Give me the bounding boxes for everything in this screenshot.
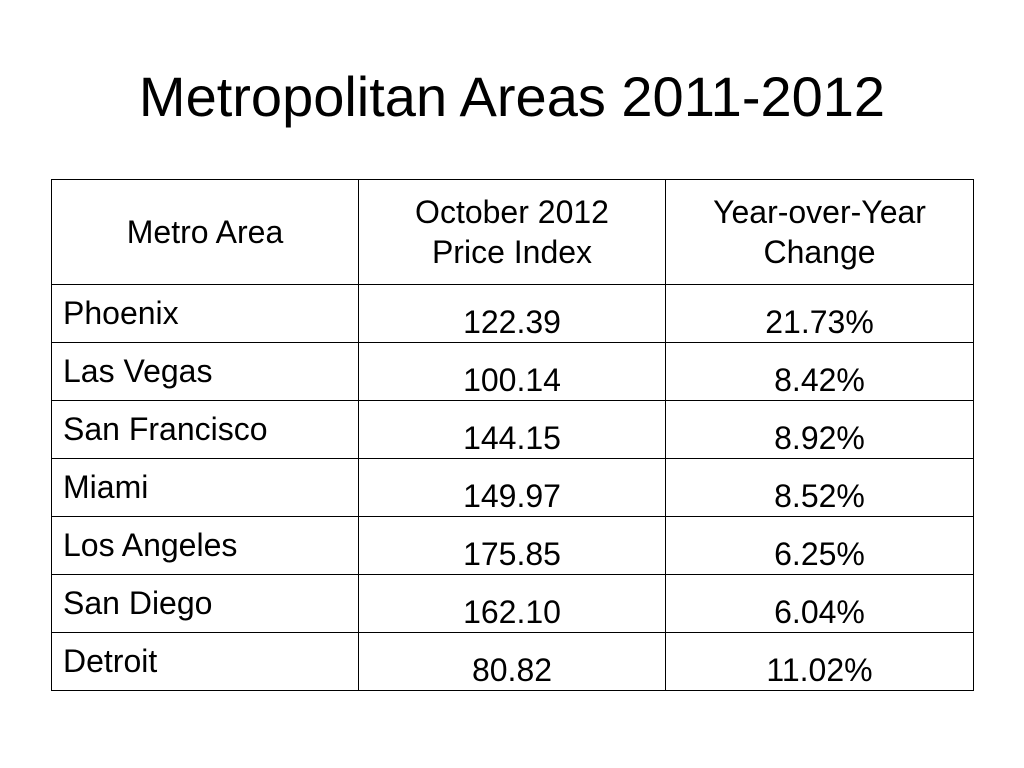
header-metro-area: Metro Area [51,179,359,285]
yoy-change-cell: 8.42% [665,342,974,401]
yoy-change-cell: 21.73% [665,284,974,343]
header-line: Year-over-Year [713,194,926,230]
header-yoy-change: Year-over-Year Change [665,179,974,285]
price-index-cell: 175.85 [358,516,666,575]
price-index-cell: 100.14 [358,342,666,401]
metro-area-cell: San Diego [51,574,359,633]
table-row: Detroit 80.82 11.02% [51,632,974,691]
yoy-change-cell: 8.92% [665,400,974,459]
yoy-change-cell: 8.52% [665,458,974,517]
price-index-cell: 149.97 [358,458,666,517]
price-index-cell: 162.10 [358,574,666,633]
table-header-row: Metro Area October 2012 Price Index Year… [51,179,974,285]
header-line: Price Index [431,234,593,270]
table-row: Miami 149.97 8.52% [51,458,974,517]
metro-area-cell: San Francisco [51,400,359,459]
price-index-cell: 122.39 [358,284,666,343]
table-row: Las Vegas 100.14 8.42% [51,342,974,401]
metro-area-cell: Miami [51,458,359,517]
table-row: Los Angeles 175.85 6.25% [51,516,974,575]
header-line: Metro Area [126,214,284,250]
header-line: Change [763,234,876,270]
slide-title: Metropolitan Areas 2011-2012 [138,65,886,128]
metro-area-cell: Phoenix [51,284,359,343]
header-line: October 2012 [415,194,609,230]
table-row: San Diego 162.10 6.04% [51,574,974,633]
yoy-change-cell: 6.25% [665,516,974,575]
metro-price-table: Metro Area October 2012 Price Index Year… [51,179,974,691]
table-row: Phoenix 122.39 21.73% [51,284,974,343]
table-row: San Francisco 144.15 8.92% [51,400,974,459]
yoy-change-cell: 6.04% [665,574,974,633]
metro-area-cell: Las Vegas [51,342,359,401]
metro-area-cell: Los Angeles [51,516,359,575]
yoy-change-cell: 11.02% [665,632,974,691]
price-index-cell: 144.15 [358,400,666,459]
price-index-cell: 80.82 [358,632,666,691]
header-price-index: October 2012 Price Index [358,179,666,285]
metro-area-cell: Detroit [51,632,359,691]
